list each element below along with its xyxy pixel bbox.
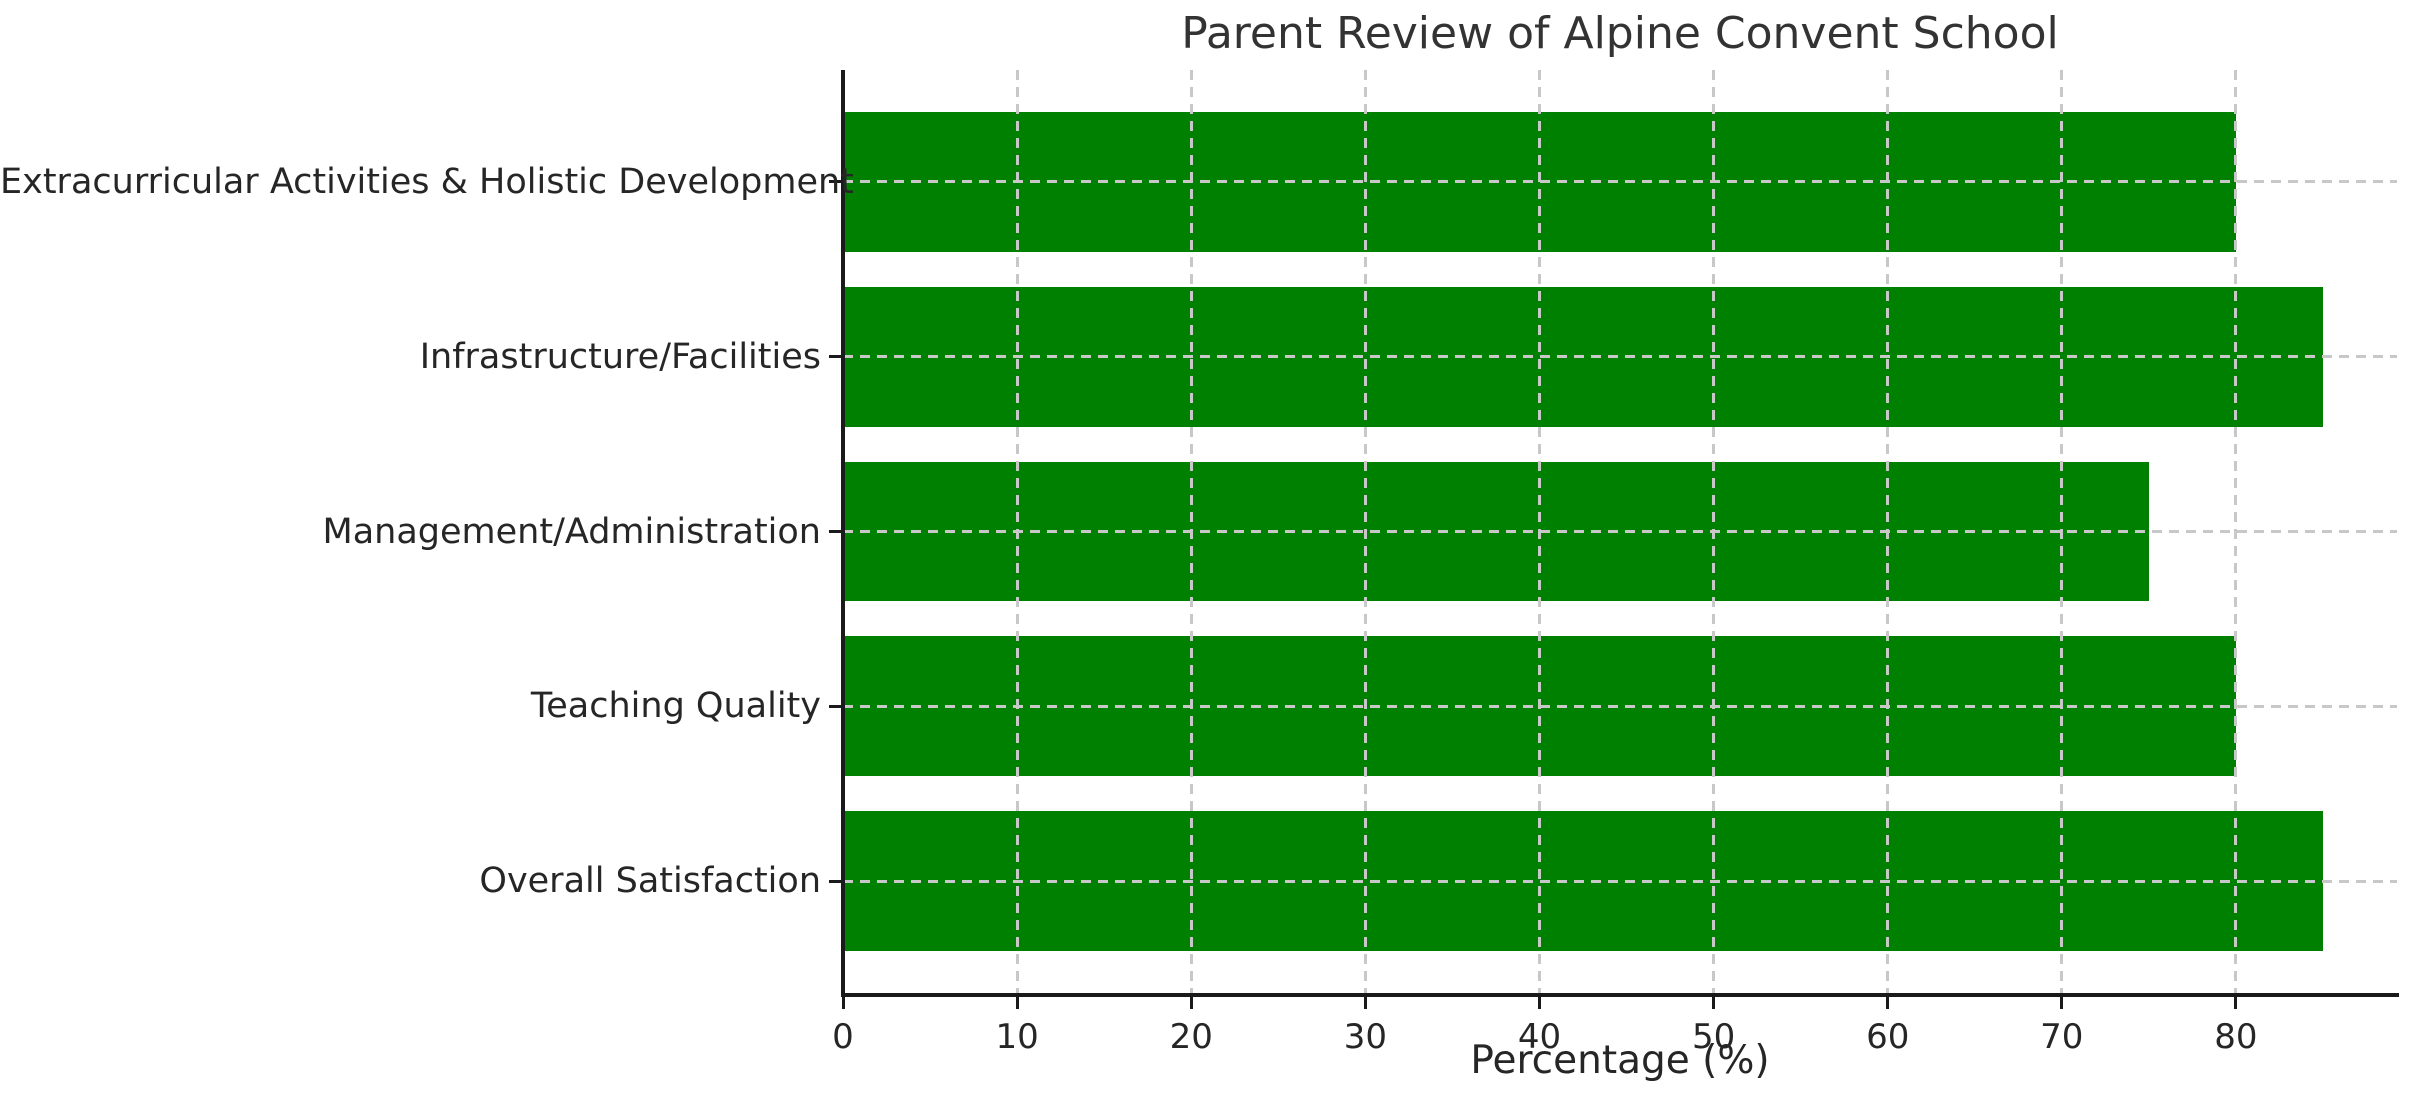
- x-tick-label: 20: [1169, 1017, 1213, 1057]
- chart-title: Parent Review of Alpine Convent School: [1181, 8, 2059, 59]
- x-tick-mark: [1189, 997, 1193, 1009]
- vertical-gridline: [2060, 70, 2064, 993]
- category-label: Extracurricular Activities & Holistic De…: [0, 161, 854, 202]
- x-tick-label: 70: [2040, 1017, 2084, 1057]
- horizontal-gridline: [843, 180, 2397, 184]
- x-tick-label: 60: [1866, 1017, 1910, 1057]
- horizontal-gridline: [843, 530, 2397, 533]
- x-tick-label: 40: [1517, 1017, 1562, 1057]
- vertical-gridline: [1886, 70, 1890, 993]
- x-tick-mark: [1537, 997, 1541, 1009]
- x-tick-mark: [2060, 997, 2064, 1009]
- x-tick-mark: [1712, 997, 1716, 1009]
- vertical-gridline: [1015, 70, 1019, 993]
- y-tick-mark: [829, 530, 841, 533]
- x-tick-mark: [841, 997, 845, 1009]
- x-tick-mark: [2234, 997, 2238, 1009]
- x-tick-mark: [1886, 997, 1890, 1009]
- x-tick-mark: [1015, 997, 1019, 1009]
- x-tick-label: 80: [2214, 1017, 2258, 1057]
- vertical-gridline: [1712, 70, 1716, 993]
- vertical-gridline: [1363, 70, 1367, 993]
- y-tick-mark: [829, 704, 841, 708]
- horizontal-gridline: [843, 355, 2397, 359]
- y-tick-mark: [829, 879, 841, 883]
- x-tick-label: 10: [995, 1017, 1039, 1057]
- vertical-gridline: [1537, 70, 1541, 993]
- category-label: Overall Satisfaction: [479, 861, 821, 902]
- vertical-gridline: [2234, 70, 2238, 993]
- x-axis-label: Percentage (%): [1470, 1038, 1770, 1083]
- y-tick-mark: [829, 355, 841, 359]
- x-tick-label: 30: [1343, 1017, 1387, 1057]
- x-tick-label: 50: [1691, 1017, 1736, 1057]
- x-tick-mark: [1363, 997, 1367, 1009]
- category-label: Management/Administration: [322, 511, 821, 552]
- vertical-gridline: [1189, 70, 1193, 993]
- x-tick-label: 0: [832, 1017, 854, 1057]
- y-axis-spine: [841, 70, 845, 997]
- x-axis-spine: [841, 993, 2399, 997]
- horizontal-gridline: [843, 704, 2397, 708]
- horizontal-gridline: [843, 879, 2397, 883]
- category-label: Teaching Quality: [530, 686, 821, 727]
- category-label: Infrastructure/Facilities: [419, 336, 821, 377]
- y-tick-mark: [829, 180, 841, 184]
